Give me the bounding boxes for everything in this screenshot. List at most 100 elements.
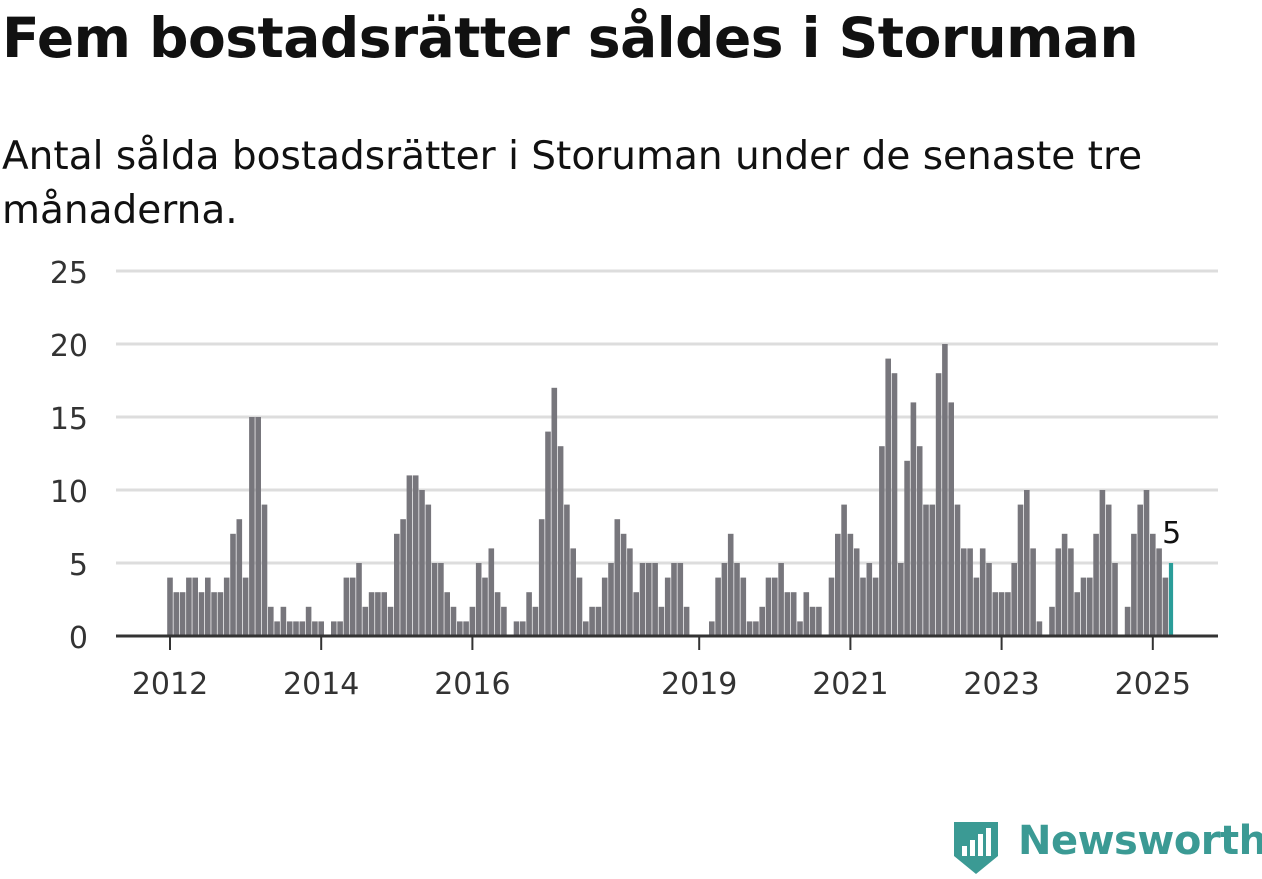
bar (1036, 621, 1043, 636)
bar (1030, 548, 1036, 636)
bar (797, 621, 803, 636)
x-tick-label: 2012 (132, 667, 208, 702)
bar (948, 402, 954, 636)
bar-chart-badge-icon (954, 822, 998, 874)
x-tick-label: 2019 (661, 667, 737, 702)
bar (973, 577, 980, 636)
y-tick-label: 25 (50, 256, 88, 291)
bar (1156, 548, 1162, 636)
bar (866, 563, 873, 636)
bar (608, 563, 614, 636)
bar (847, 533, 854, 636)
bar (343, 577, 350, 636)
bar (910, 402, 917, 636)
bar (412, 475, 419, 636)
bar (916, 446, 923, 636)
bar (192, 577, 198, 636)
bar (923, 504, 929, 636)
bar (1131, 533, 1137, 636)
bar (759, 606, 765, 636)
bar (658, 606, 665, 636)
bar (513, 621, 520, 636)
bar (620, 533, 627, 636)
bar (1150, 533, 1156, 636)
bar (772, 577, 778, 636)
chart-title: Fem bostadsrätter såldes i Storuman (2, 6, 1139, 70)
bar (589, 606, 595, 636)
y-tick-label: 5 (69, 548, 88, 583)
bar (457, 621, 463, 636)
bar (671, 563, 677, 636)
bar (223, 577, 230, 636)
bar (1112, 563, 1118, 636)
bar (444, 592, 450, 636)
bar (438, 563, 444, 636)
bar (885, 358, 891, 636)
bar (230, 533, 236, 636)
bar (809, 606, 816, 636)
bar (979, 548, 986, 636)
bar (709, 621, 715, 636)
bar (828, 577, 835, 636)
bar (954, 504, 961, 636)
x-axis-labels: 2012 2014 2016 2019 2021 2023 2025 (132, 636, 1191, 702)
bar (790, 592, 797, 636)
bar (268, 606, 274, 636)
brand-name: Newsworthy (1018, 818, 1262, 864)
bar (362, 606, 369, 636)
bar (942, 344, 948, 636)
bar (482, 577, 488, 636)
bar (1162, 577, 1169, 636)
bar (286, 621, 293, 636)
bar (318, 621, 324, 636)
bar (746, 621, 753, 636)
bar (683, 606, 690, 636)
bar (274, 621, 280, 636)
bar (891, 373, 898, 636)
bar (570, 548, 576, 636)
bar (255, 417, 261, 636)
gridlines (116, 269, 1218, 565)
bar (236, 519, 243, 636)
bar (879, 446, 885, 636)
bar (551, 387, 558, 636)
bar (431, 563, 438, 636)
bar (217, 592, 224, 636)
bar (381, 592, 387, 636)
bar (816, 606, 822, 636)
bar (331, 621, 337, 636)
bar (1137, 504, 1143, 636)
bar (872, 577, 879, 636)
bar (677, 563, 684, 636)
bar (564, 504, 570, 636)
bar (198, 592, 205, 636)
bar (173, 592, 180, 636)
bar (1005, 592, 1011, 636)
bar (646, 563, 652, 636)
bar (576, 577, 583, 636)
bar (841, 504, 847, 636)
bar (1143, 490, 1150, 636)
chart-subtitle: Antal sålda bostadsrätter i Storuman und… (2, 134, 1143, 233)
bar (1061, 533, 1068, 636)
x-tick-label: 2025 (1115, 667, 1191, 702)
bar (1017, 504, 1024, 636)
bar (652, 563, 658, 636)
bar (312, 621, 318, 636)
bar (419, 490, 425, 636)
brand-logo (954, 822, 998, 874)
bar (475, 563, 482, 636)
bar (998, 592, 1005, 636)
bar (614, 519, 621, 636)
bar (261, 504, 268, 636)
bar (627, 548, 633, 636)
x-tick-label: 2021 (812, 667, 888, 702)
bar (375, 592, 381, 636)
bar (1087, 577, 1093, 636)
bar (898, 563, 904, 636)
bar (986, 563, 992, 636)
bar (1080, 577, 1087, 636)
bar (425, 504, 432, 636)
bar (463, 621, 469, 636)
